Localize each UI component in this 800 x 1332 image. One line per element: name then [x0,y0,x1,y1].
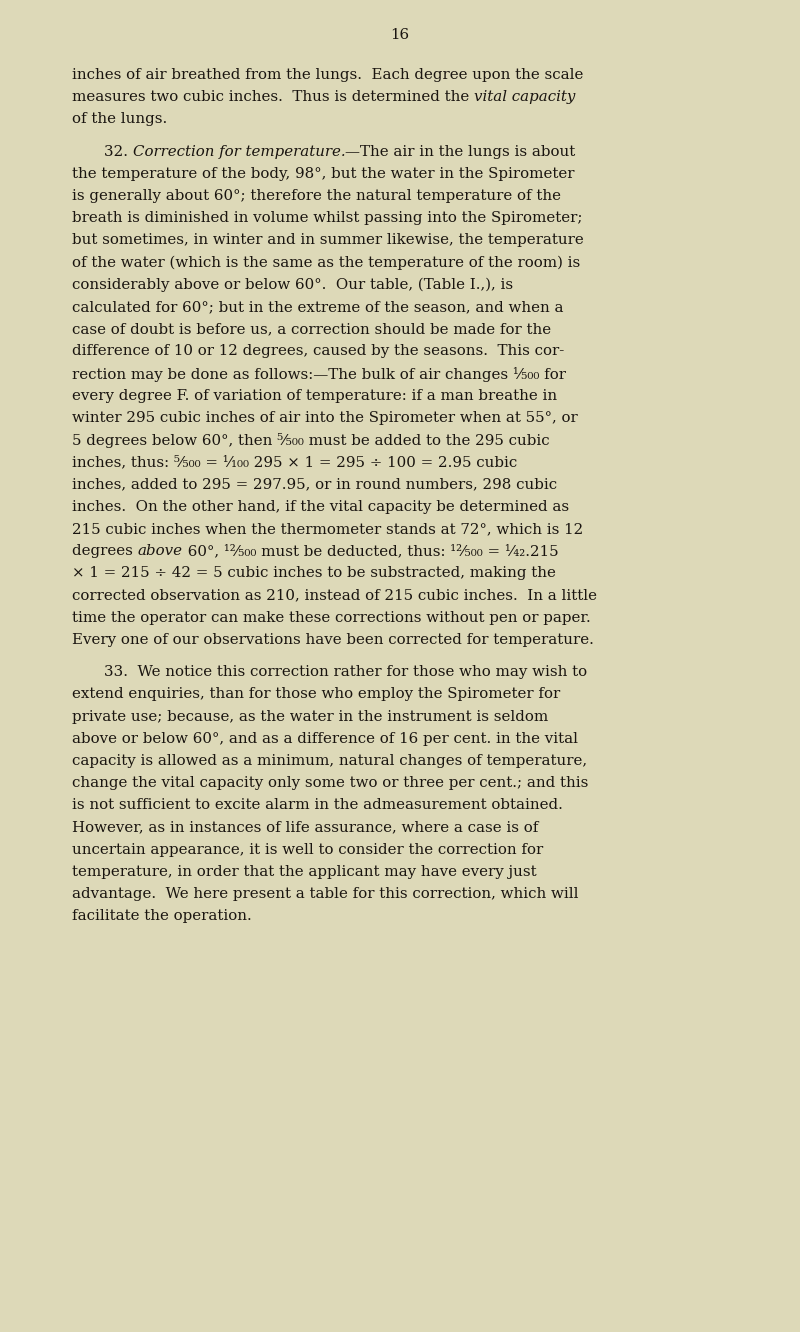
Text: every degree F. of variation of temperature: if a man breathe in: every degree F. of variation of temperat… [72,389,557,402]
Text: 215 cubic inches when the thermometer stands at 72°, which is 12: 215 cubic inches when the thermometer st… [72,522,583,535]
Text: but sometimes, in winter and in summer likewise, the temperature: but sometimes, in winter and in summer l… [72,233,584,248]
Text: 33.  We notice this correction rather for those who may wish to: 33. We notice this correction rather for… [104,665,587,679]
Text: the temperature of the body, 98°, but the water in the Spirometer: the temperature of the body, 98°, but th… [72,166,574,181]
Text: rection may be done as follows:—The bulk of air changes ¹⁄₅₀₀ for: rection may be done as follows:—The bulk… [72,366,566,381]
Text: —The air in the lungs is about: —The air in the lungs is about [346,145,576,159]
Text: winter 295 cubic inches of air into the Spirometer when at 55°, or: winter 295 cubic inches of air into the … [72,412,578,425]
Text: advantage.  We here present a table for this correction, which will: advantage. We here present a table for t… [72,887,578,902]
Text: of the water (which is the same as the temperature of the room) is: of the water (which is the same as the t… [72,256,580,270]
Text: time the operator can make these corrections without pen or paper.: time the operator can make these correct… [72,611,590,625]
Text: uncertain appearance, it is well to consider the correction for: uncertain appearance, it is well to cons… [72,843,543,856]
Text: 5 degrees below 60°, then ⁵⁄₅₀₀ must be added to the 295 cubic: 5 degrees below 60°, then ⁵⁄₅₀₀ must be … [72,433,550,448]
Text: facilitate the operation.: facilitate the operation. [72,910,252,923]
Text: breath is diminished in volume whilst passing into the Spirometer;: breath is diminished in volume whilst pa… [72,212,582,225]
Text: difference of 10 or 12 degrees, caused by the seasons.  This cor-: difference of 10 or 12 degrees, caused b… [72,345,564,358]
Text: inches.  On the other hand, if the vital capacity be determined as: inches. On the other hand, if the vital … [72,500,569,514]
Text: × 1 = 215 ÷ 42 = 5 cubic inches to be substracted, making the: × 1 = 215 ÷ 42 = 5 cubic inches to be su… [72,566,556,581]
Text: Correction for temperature.: Correction for temperature. [133,145,346,159]
Text: extend enquiries, than for those who employ the Spirometer for: extend enquiries, than for those who emp… [72,687,560,702]
Text: vital capacity: vital capacity [474,91,575,104]
Text: measures two cubic inches.  Thus is determined the: measures two cubic inches. Thus is deter… [72,91,474,104]
Text: inches, added to 295 = 297.95, or in round numbers, 298 cubic: inches, added to 295 = 297.95, or in rou… [72,478,557,492]
Text: 32.: 32. [104,145,133,159]
Text: is generally about 60°; therefore the natural temperature of the: is generally about 60°; therefore the na… [72,189,561,202]
Text: capacity is allowed as a minimum, natural changes of temperature,: capacity is allowed as a minimum, natura… [72,754,587,769]
Text: change the vital capacity only some two or three per cent.; and this: change the vital capacity only some two … [72,777,588,790]
Text: 16: 16 [390,28,410,43]
Text: inches of air breathed from the lungs.  Each degree upon the scale: inches of air breathed from the lungs. E… [72,68,583,83]
Text: 60°, ¹²⁄₅₀₀ must be deducted, thus: ¹²⁄₅₀₀ = ¹⁄₄₂.215: 60°, ¹²⁄₅₀₀ must be deducted, thus: ¹²⁄₅… [182,545,558,558]
Text: considerably above or below 60°.  Our table, (Table I.,), is: considerably above or below 60°. Our tab… [72,278,513,292]
Text: is not sufficient to excite alarm in the admeasurement obtained.: is not sufficient to excite alarm in the… [72,798,563,813]
Text: above or below 60°, and as a difference of 16 per cent. in the vital: above or below 60°, and as a difference … [72,731,578,746]
Text: of the lungs.: of the lungs. [72,112,167,127]
Text: calculated for 60°; but in the extreme of the season, and when a: calculated for 60°; but in the extreme o… [72,300,563,314]
Text: degrees: degrees [72,545,138,558]
Text: corrected observation as 210, instead of 215 cubic inches.  In a little: corrected observation as 210, instead of… [72,589,597,602]
Text: However, as in instances of life assurance, where a case is of: However, as in instances of life assuran… [72,821,538,835]
Text: private use; because, as the water in the instrument is seldom: private use; because, as the water in th… [72,710,548,723]
Text: case of doubt is before us, a correction should be made for the: case of doubt is before us, a correction… [72,322,551,336]
Text: inches, thus: ⁵⁄₅₀₀ = ¹⁄₁₀₀ 295 × 1 = 295 ÷ 100 = 2.95 cubic: inches, thus: ⁵⁄₅₀₀ = ¹⁄₁₀₀ 295 × 1 = 29… [72,456,518,469]
Text: temperature, in order that the applicant may have every just: temperature, in order that the applicant… [72,864,537,879]
Text: above: above [138,545,182,558]
Text: Every one of our observations have been corrected for temperature.: Every one of our observations have been … [72,633,594,647]
